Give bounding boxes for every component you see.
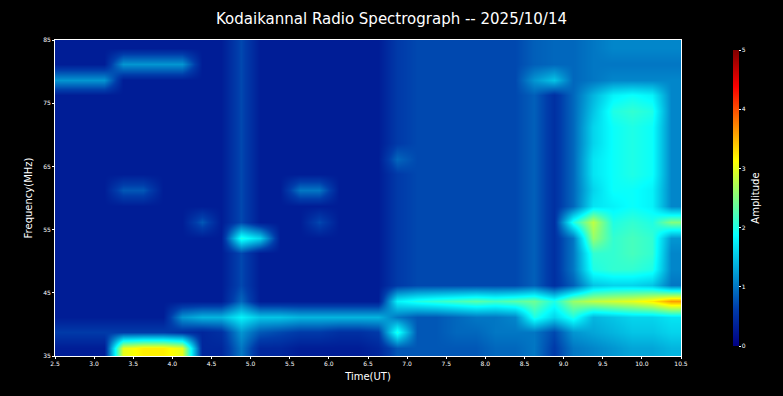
svg-text:9.5: 9.5 xyxy=(598,360,608,367)
svg-text:Time(UT): Time(UT) xyxy=(344,371,391,382)
svg-text:Frequency(MHz): Frequency(MHz) xyxy=(23,157,34,238)
svg-text:45: 45 xyxy=(43,289,51,296)
svg-text:4.5: 4.5 xyxy=(207,360,217,367)
svg-text:55: 55 xyxy=(43,226,51,233)
svg-text:9.0: 9.0 xyxy=(559,360,569,367)
svg-text:8.0: 8.0 xyxy=(481,360,491,367)
svg-text:7.0: 7.0 xyxy=(402,360,412,367)
svg-text:1: 1 xyxy=(742,283,746,290)
svg-text:65: 65 xyxy=(43,163,51,170)
svg-text:3: 3 xyxy=(742,165,746,172)
svg-text:6.0: 6.0 xyxy=(324,360,334,367)
svg-text:2.5: 2.5 xyxy=(50,360,60,367)
svg-text:2: 2 xyxy=(742,224,746,231)
svg-text:75: 75 xyxy=(43,99,51,106)
svg-text:6.5: 6.5 xyxy=(363,360,373,367)
svg-text:Kodaikannal Radio Spectrograph: Kodaikannal Radio Spectrograph -- 2025/1… xyxy=(216,10,567,28)
svg-text:Amplitude: Amplitude xyxy=(750,172,761,223)
svg-text:8.5: 8.5 xyxy=(520,360,530,367)
svg-text:5.5: 5.5 xyxy=(285,360,295,367)
svg-text:3.0: 3.0 xyxy=(89,360,99,367)
svg-text:7.5: 7.5 xyxy=(441,360,451,367)
svg-text:4: 4 xyxy=(742,105,746,112)
svg-text:5: 5 xyxy=(742,46,746,53)
svg-text:10.0: 10.0 xyxy=(635,360,649,367)
svg-text:4.0: 4.0 xyxy=(168,360,178,367)
svg-text:35: 35 xyxy=(43,352,51,359)
svg-text:5.0: 5.0 xyxy=(246,360,256,367)
svg-text:3.5: 3.5 xyxy=(128,360,138,367)
svg-text:10.5: 10.5 xyxy=(674,360,688,367)
svg-text:85: 85 xyxy=(43,36,51,43)
svg-text:0: 0 xyxy=(742,342,746,349)
